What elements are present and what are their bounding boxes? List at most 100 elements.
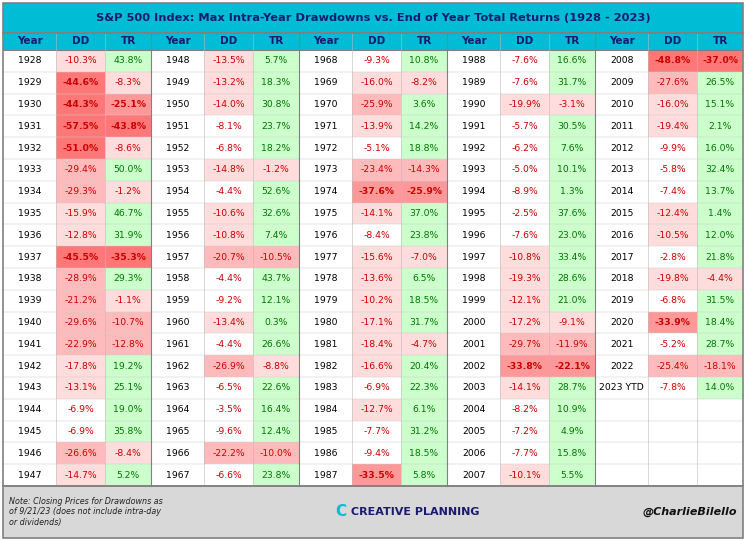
Text: -12.4%: -12.4% xyxy=(656,209,689,218)
Bar xyxy=(501,443,549,464)
Bar xyxy=(299,50,352,72)
Text: 1996: 1996 xyxy=(462,231,486,240)
Text: -25.9%: -25.9% xyxy=(360,100,393,109)
Bar xyxy=(401,246,447,268)
Text: -5.2%: -5.2% xyxy=(659,340,686,349)
Text: 22.3%: 22.3% xyxy=(410,384,439,392)
Text: -2.8%: -2.8% xyxy=(659,253,686,262)
Bar xyxy=(447,312,501,333)
Text: 5.2%: 5.2% xyxy=(116,471,140,480)
Text: -9.2%: -9.2% xyxy=(216,296,242,305)
Text: -10.5%: -10.5% xyxy=(656,231,689,240)
Bar xyxy=(204,268,253,290)
Text: -10.8%: -10.8% xyxy=(508,253,541,262)
Bar xyxy=(501,420,549,443)
Text: 28.7%: 28.7% xyxy=(557,384,586,392)
Bar xyxy=(56,443,105,464)
Bar xyxy=(151,50,204,72)
Text: -14.3%: -14.3% xyxy=(408,166,440,174)
Text: -17.8%: -17.8% xyxy=(64,361,97,371)
Bar xyxy=(648,225,697,246)
Text: 1962: 1962 xyxy=(166,361,189,371)
Bar xyxy=(501,202,549,225)
Bar xyxy=(447,202,501,225)
Bar xyxy=(253,290,299,312)
Bar xyxy=(204,443,253,464)
Text: -22.1%: -22.1% xyxy=(554,361,590,371)
Text: -10.8%: -10.8% xyxy=(213,231,245,240)
Text: -22.9%: -22.9% xyxy=(64,340,97,349)
Bar xyxy=(648,50,697,72)
Text: 2005: 2005 xyxy=(462,427,486,436)
Bar xyxy=(56,181,105,202)
Bar xyxy=(447,246,501,268)
Bar xyxy=(105,443,151,464)
Text: 2.1%: 2.1% xyxy=(709,122,732,131)
Text: -5.7%: -5.7% xyxy=(512,122,538,131)
Text: 26.6%: 26.6% xyxy=(261,340,291,349)
Bar xyxy=(3,137,56,159)
Text: 18.5%: 18.5% xyxy=(410,449,439,458)
Bar xyxy=(253,355,299,377)
Text: -4.4%: -4.4% xyxy=(216,187,242,196)
Text: 2007: 2007 xyxy=(462,471,486,480)
Bar xyxy=(697,50,743,72)
Text: 13.7%: 13.7% xyxy=(706,187,735,196)
Text: 2009: 2009 xyxy=(610,78,633,87)
Bar xyxy=(401,312,447,333)
Text: -10.2%: -10.2% xyxy=(360,296,393,305)
Bar xyxy=(151,202,204,225)
Bar xyxy=(352,268,401,290)
Bar xyxy=(447,115,501,137)
Bar xyxy=(447,464,501,486)
Bar xyxy=(595,246,648,268)
Text: -29.4%: -29.4% xyxy=(64,166,97,174)
Text: 7.4%: 7.4% xyxy=(264,231,288,240)
Bar xyxy=(299,115,352,137)
Text: 1941: 1941 xyxy=(18,340,41,349)
Text: 26.5%: 26.5% xyxy=(706,78,735,87)
Bar xyxy=(204,312,253,333)
Text: -8.2%: -8.2% xyxy=(411,78,437,87)
Bar xyxy=(204,246,253,268)
Bar xyxy=(401,333,447,355)
Bar xyxy=(151,312,204,333)
Text: CREATIVE PLANNING: CREATIVE PLANNING xyxy=(351,507,479,517)
Bar xyxy=(501,399,549,420)
Text: 1943: 1943 xyxy=(18,384,41,392)
Bar xyxy=(549,202,595,225)
Bar xyxy=(3,399,56,420)
Text: -43.8%: -43.8% xyxy=(110,122,146,131)
Bar xyxy=(299,312,352,333)
Text: -14.8%: -14.8% xyxy=(213,166,245,174)
Bar xyxy=(105,225,151,246)
Text: 33.4%: 33.4% xyxy=(557,253,586,262)
Text: 37.0%: 37.0% xyxy=(410,209,439,218)
Bar xyxy=(447,94,501,115)
Bar xyxy=(549,464,595,486)
Bar xyxy=(3,312,56,333)
Text: 1967: 1967 xyxy=(166,471,189,480)
Bar xyxy=(501,268,549,290)
Text: 1989: 1989 xyxy=(462,78,486,87)
Text: 1991: 1991 xyxy=(462,122,486,131)
Text: 1994: 1994 xyxy=(462,187,486,196)
Text: -8.1%: -8.1% xyxy=(216,122,242,131)
Text: -25.9%: -25.9% xyxy=(406,187,442,196)
Bar xyxy=(3,225,56,246)
Text: -13.1%: -13.1% xyxy=(64,384,97,392)
Text: -22.2%: -22.2% xyxy=(213,449,245,458)
Bar xyxy=(299,290,352,312)
Text: -3.1%: -3.1% xyxy=(559,100,586,109)
Text: -48.8%: -48.8% xyxy=(655,56,691,65)
Text: 12.1%: 12.1% xyxy=(261,296,291,305)
Text: -8.4%: -8.4% xyxy=(363,231,390,240)
Bar xyxy=(105,50,151,72)
Text: 1984: 1984 xyxy=(314,405,337,414)
Text: -7.4%: -7.4% xyxy=(659,187,686,196)
Text: 1952: 1952 xyxy=(166,143,189,153)
Bar xyxy=(105,137,151,159)
Text: 1963: 1963 xyxy=(166,384,189,392)
Text: 2018: 2018 xyxy=(610,274,633,283)
Text: -6.9%: -6.9% xyxy=(363,384,390,392)
